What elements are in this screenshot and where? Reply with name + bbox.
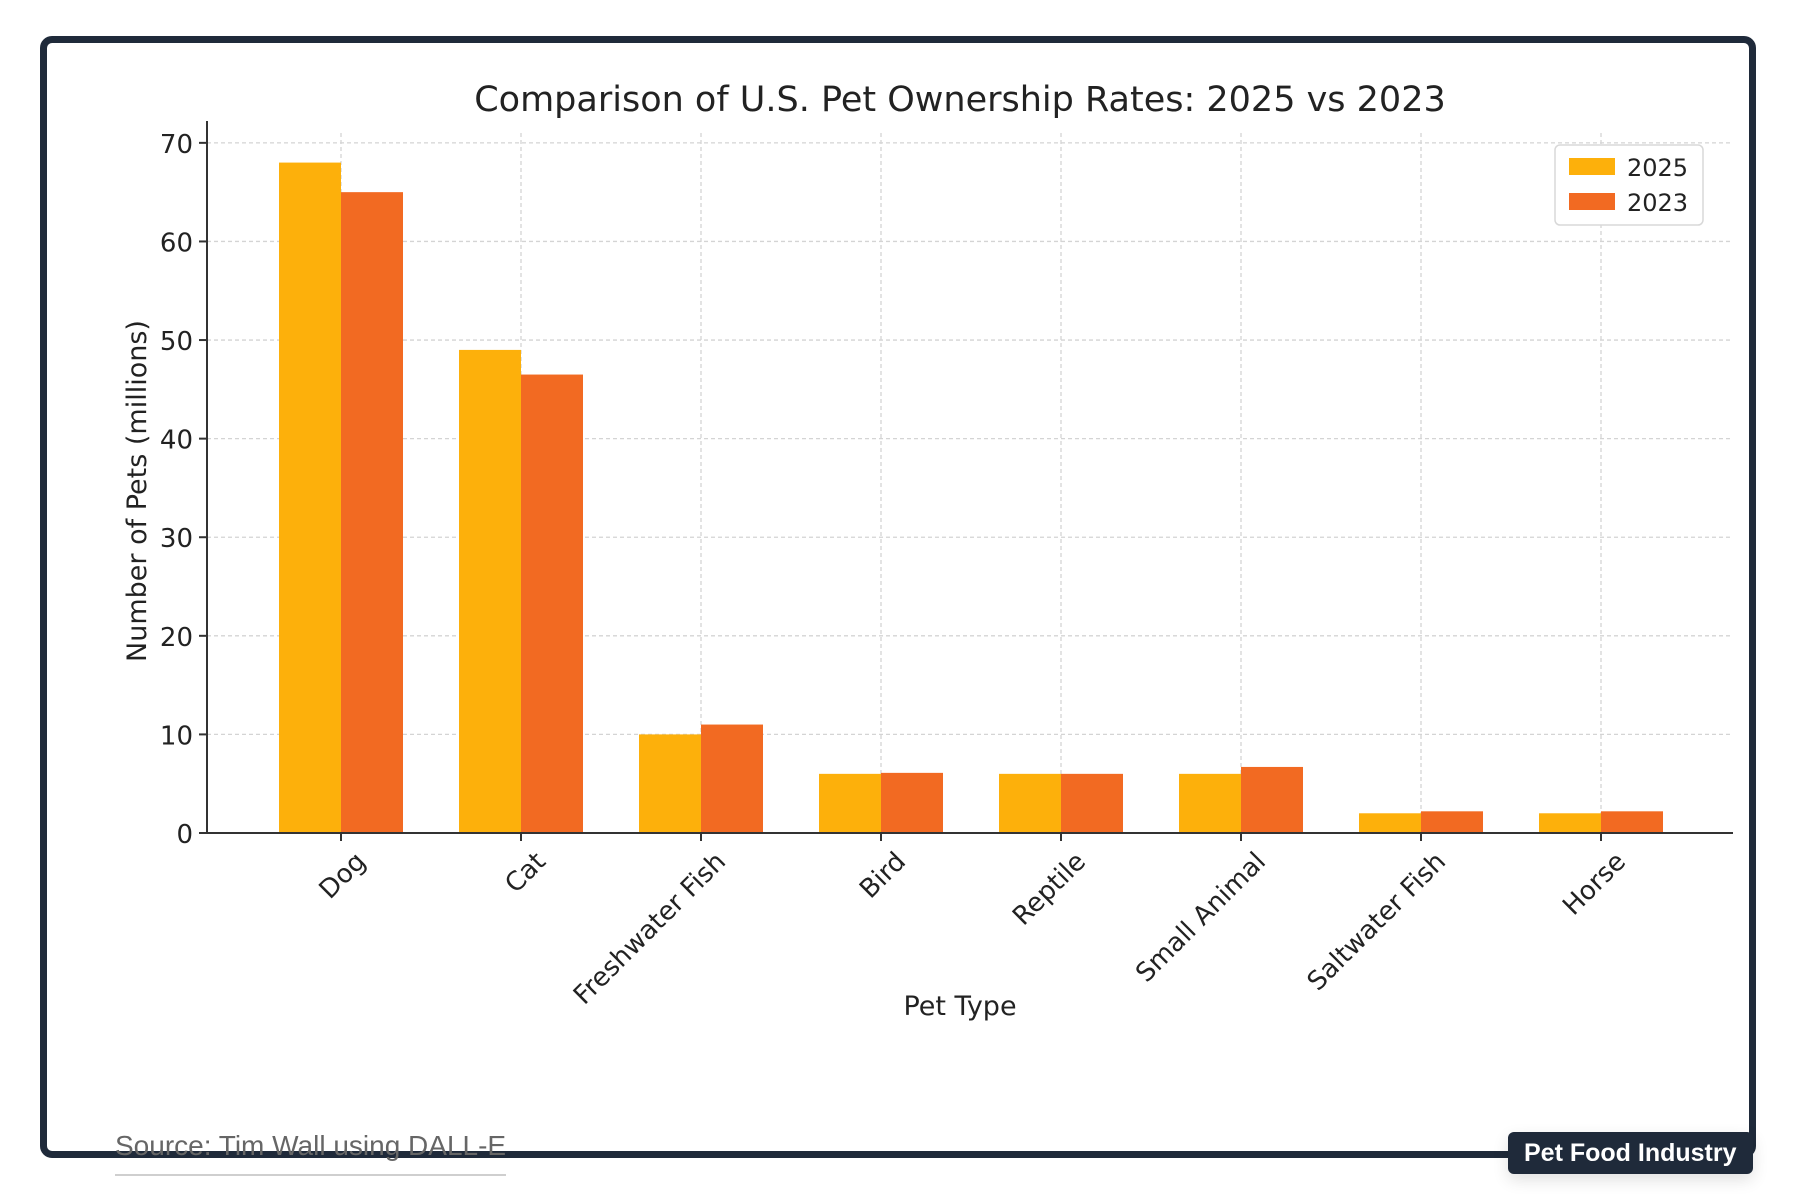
bar-2025-freshwater-fish xyxy=(639,734,701,833)
bar-2025-small-animal xyxy=(1179,773,1241,833)
y-tick-label: 60 xyxy=(160,228,193,258)
x-tick-label: Bird xyxy=(854,847,912,905)
bar-2023-freshwater-fish xyxy=(701,724,763,833)
bar-2023-reptile xyxy=(1061,773,1123,833)
legend-label-2025: 2025 xyxy=(1627,154,1688,182)
bar-2023-bird xyxy=(881,772,943,833)
x-tick-label: Reptile xyxy=(1007,847,1092,932)
bar-2025-bird xyxy=(819,773,881,833)
y-axis-label: Number of Pets (millions) xyxy=(122,320,153,662)
chart-title: Comparison of U.S. Pet Ownership Rates: … xyxy=(474,80,1446,120)
x-tick-label: Freshwater Fish xyxy=(568,847,732,1011)
legend-label-2023: 2023 xyxy=(1627,189,1688,217)
bars xyxy=(279,162,1663,834)
x-tick-label: Saltwater Fish xyxy=(1302,847,1452,997)
x-tick-label: Small Animal xyxy=(1130,847,1272,989)
bar-2025-dog xyxy=(279,162,341,833)
y-tick-label: 70 xyxy=(160,130,193,160)
x-tick-label: Dog xyxy=(314,847,372,905)
bar-2025-saltwater-fish xyxy=(1359,813,1421,833)
y-tick-label: 20 xyxy=(160,623,193,653)
bar-2023-horse xyxy=(1601,811,1663,833)
y-tick-label: 50 xyxy=(160,327,193,357)
bar-chart: 0 10 20 30 40 50 60 70 Dog Cat Freshwater Fish Bird… xyxy=(122,80,1733,1022)
chart-frame: 0 10 20 30 40 50 60 70 Dog Cat Freshwater Fish Bird… xyxy=(40,36,1756,1176)
bar-2025-horse xyxy=(1539,813,1601,833)
y-tick-label: 0 xyxy=(176,820,193,850)
x-tick-label: Horse xyxy=(1557,847,1632,922)
brand-badge: Pet Food Industry xyxy=(1508,1132,1753,1174)
bar-2025-cat xyxy=(459,349,521,833)
gridlines xyxy=(207,133,1733,834)
y-tick-label: 40 xyxy=(160,426,193,456)
x-tick-label: Cat xyxy=(499,847,552,900)
legend-swatch-2025 xyxy=(1569,158,1615,175)
legend: 2025 2023 xyxy=(1554,144,1704,226)
legend-swatch-2023 xyxy=(1569,193,1615,210)
bar-2023-dog xyxy=(341,192,403,834)
bar-2023-small-animal xyxy=(1241,766,1303,833)
source-caption: Source: Tim Wall using DALL-E xyxy=(115,1130,507,1176)
bar-2025-reptile xyxy=(999,773,1061,833)
x-axis-label: Pet Type xyxy=(903,991,1016,1022)
y-tick-label: 30 xyxy=(160,524,193,554)
bar-2023-saltwater-fish xyxy=(1421,811,1483,833)
bar-2023-cat xyxy=(521,374,583,833)
y-tick-label: 10 xyxy=(160,721,193,751)
